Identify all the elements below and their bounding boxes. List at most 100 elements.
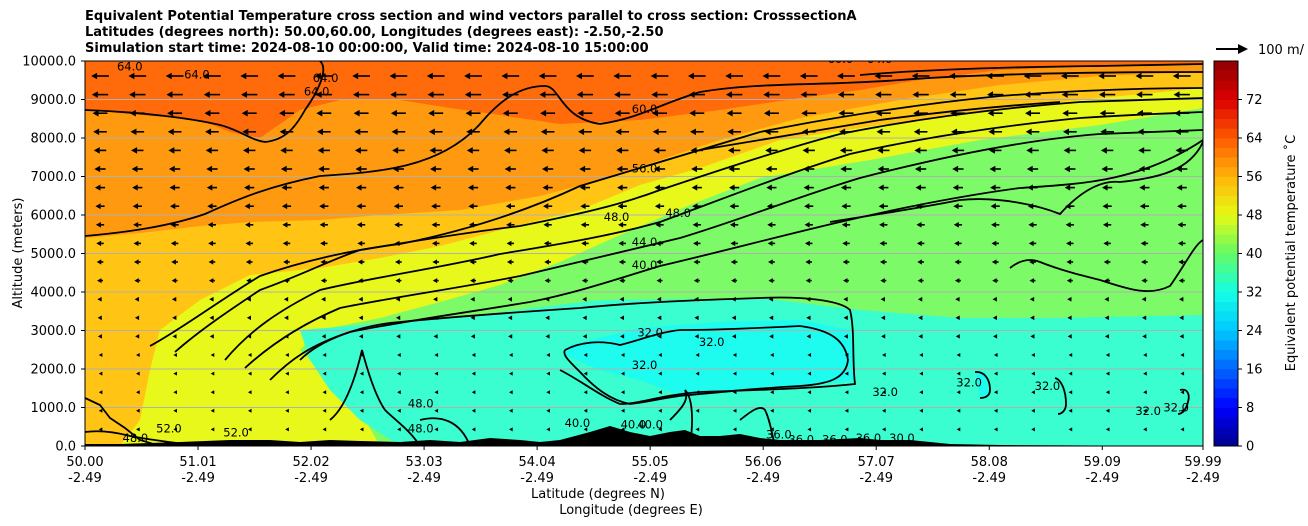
x-tick-label-lat: 55.05	[632, 455, 669, 470]
wind-vector	[320, 259, 328, 265]
wind-vector	[619, 296, 624, 302]
wind-vector	[658, 371, 662, 376]
contour-line-32-island	[563, 325, 849, 405]
wind-vector	[918, 334, 923, 339]
wind-vector-head	[691, 165, 697, 173]
colorbar-band	[1214, 253, 1238, 264]
wind-vector-head	[1099, 109, 1106, 117]
y-tick-label: 0.0	[55, 440, 76, 455]
wind-vector	[503, 128, 518, 136]
wind-vector	[915, 203, 926, 210]
contour-label: 60.0	[828, 52, 854, 66]
wind-vector	[321, 334, 326, 339]
wind-vector	[1105, 371, 1110, 376]
wind-vector-head	[918, 315, 923, 321]
wind-vector-head	[1102, 222, 1109, 228]
wind-vector	[1068, 390, 1073, 395]
wind-vector-head	[93, 128, 100, 136]
wind-vector	[1025, 128, 1040, 136]
colorbar-band	[1214, 388, 1238, 399]
wind-vector	[433, 315, 438, 321]
wind-vector	[246, 315, 252, 321]
wind-vector-head	[692, 222, 698, 228]
wind-vector	[97, 278, 103, 284]
x-tick-label-lon: -2.49	[746, 471, 780, 486]
wind-vector	[806, 296, 811, 302]
wind-vector	[210, 408, 215, 413]
wind-vector-head	[245, 222, 251, 228]
wind-vector	[471, 371, 476, 376]
wind-vector	[620, 408, 625, 413]
wind-vector-head	[281, 203, 288, 210]
wind-vector-head	[805, 278, 811, 284]
colorbar-band	[1214, 195, 1238, 206]
wind-vector	[133, 240, 142, 247]
wind-vector-head	[806, 296, 811, 302]
wind-vector-head	[1027, 203, 1034, 210]
wind-vector-head	[581, 240, 587, 247]
wind-vector	[1175, 147, 1188, 154]
wind-vector-head	[693, 240, 698, 247]
wind-vector-head	[1103, 259, 1109, 265]
wind-vector-head	[1104, 296, 1109, 302]
wind-vector	[506, 259, 514, 265]
fill-band-orange	[85, 61, 1203, 238]
wind-vector	[136, 390, 140, 395]
wind-vector	[1065, 222, 1074, 228]
colorbar-band	[1214, 272, 1238, 283]
wind-vector-head	[173, 371, 177, 376]
wind-vector-head	[539, 91, 546, 98]
colorbar-band	[1214, 215, 1238, 225]
wind-vector-head	[430, 184, 437, 191]
wind-vector-head	[1172, 72, 1179, 80]
wind-vector-head	[989, 165, 996, 173]
colorbar-tick-label: 56	[1246, 170, 1263, 185]
wind-vector-head	[955, 315, 960, 321]
colorbar-band	[1214, 417, 1238, 428]
wind-vector-head	[241, 91, 248, 98]
wind-vector-head	[804, 222, 810, 228]
wind-vector-head	[504, 147, 511, 154]
wind-vector	[1031, 408, 1035, 413]
wind-vector	[579, 184, 591, 191]
colorbar-band	[1214, 224, 1238, 235]
wind-vector-head	[1028, 222, 1034, 228]
wind-vector	[285, 390, 289, 395]
wind-vector	[732, 390, 737, 395]
wind-vector	[284, 315, 289, 321]
wind-vector-head	[842, 259, 848, 265]
wind-vector	[395, 278, 402, 284]
wind-vector-head	[840, 184, 847, 191]
wind-vector	[507, 296, 512, 302]
wind-vector-head	[431, 240, 437, 247]
wind-vector-head	[879, 240, 885, 247]
wind-vector-head	[322, 408, 327, 413]
wind-vector-head	[843, 278, 848, 284]
wind-vector	[133, 259, 141, 265]
wind-vector-head	[615, 147, 622, 154]
wind-vector-head	[352, 72, 359, 80]
wind-vector-head	[990, 184, 996, 191]
wind-vector	[1062, 128, 1077, 136]
wind-vector-head	[688, 91, 695, 98]
wind-vector	[465, 109, 481, 117]
wind-vector-head	[433, 315, 438, 321]
wind-vector-head	[657, 334, 662, 339]
wind-vector-head	[240, 72, 247, 80]
wind-vector-head	[582, 296, 587, 302]
wind-vector	[1101, 165, 1113, 173]
wind-vector	[882, 371, 886, 376]
wind-vector-head	[1143, 371, 1147, 376]
wind-vector	[658, 408, 662, 413]
wind-vector	[464, 72, 482, 80]
wind-vector	[583, 390, 588, 395]
wind-vector-head	[727, 128, 734, 136]
wind-vector-head	[428, 128, 435, 136]
wind-vector	[314, 72, 333, 80]
wind-vector-head	[581, 259, 587, 265]
wind-vector	[98, 427, 103, 432]
wind-vector	[1178, 259, 1186, 265]
chart-title-line-3: Simulation start time: 2024-08-10 00:00:…	[85, 41, 649, 56]
wind-vector-head	[392, 147, 399, 154]
